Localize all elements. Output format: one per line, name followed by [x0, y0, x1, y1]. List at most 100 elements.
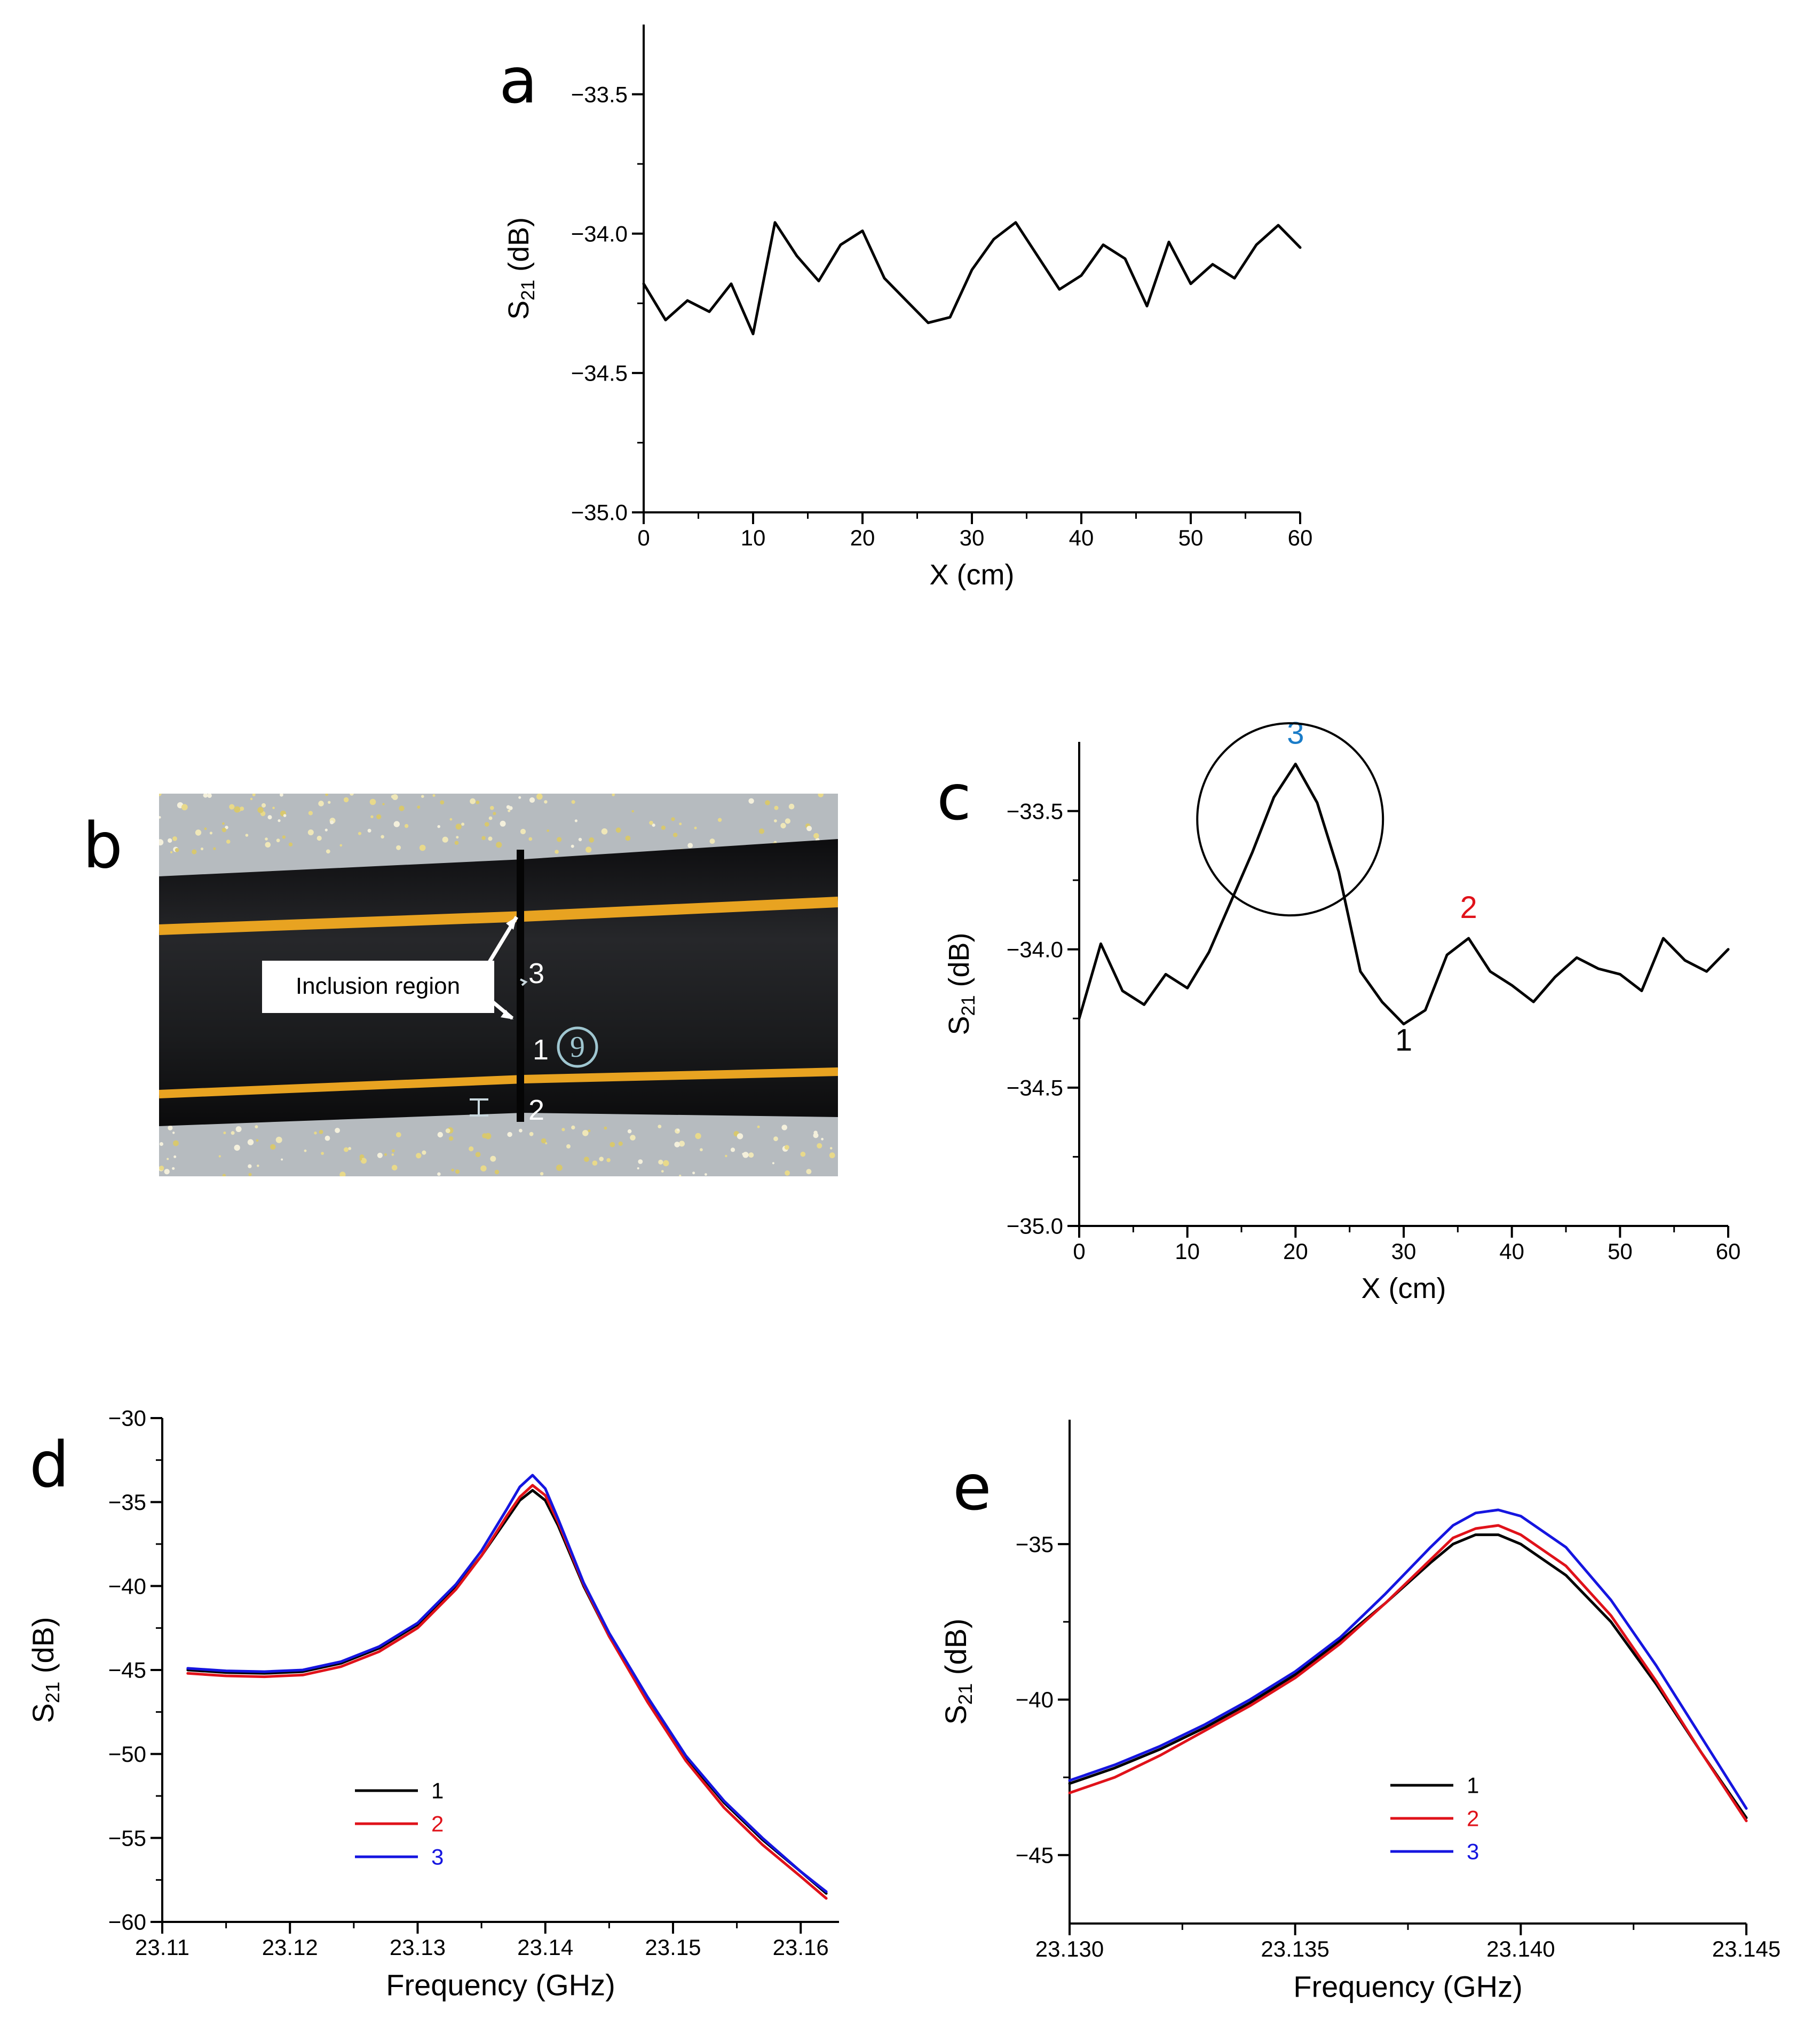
panel-letter-a: a — [499, 44, 537, 117]
speckle — [252, 794, 256, 796]
speckle — [709, 838, 715, 844]
speckle — [204, 827, 207, 830]
speckle — [416, 1153, 422, 1159]
e-y-axis-label: S21 (dB) — [939, 1618, 976, 1724]
speckle — [369, 798, 376, 805]
speckle — [200, 847, 204, 851]
speckle — [422, 1150, 426, 1155]
speckle — [490, 806, 494, 810]
speckle — [275, 1136, 282, 1143]
speckle — [396, 845, 401, 850]
speckle — [222, 822, 225, 825]
c-x-tick-label: 20 — [1283, 1239, 1308, 1264]
panel-letter-c: c — [937, 761, 971, 834]
speckle — [419, 844, 426, 851]
speckle — [545, 1142, 548, 1145]
speckle — [267, 815, 272, 820]
speckle — [234, 806, 241, 813]
panel-letter-e: e — [953, 1451, 992, 1524]
c-y-tick-label: −34.5 — [1007, 1075, 1063, 1101]
photo-mark-3: 3 — [528, 957, 544, 990]
speckle — [192, 849, 197, 854]
speckle — [536, 794, 543, 800]
speckle — [584, 1157, 589, 1162]
speckle — [308, 811, 313, 816]
c-highlight-ellipse — [1196, 722, 1384, 917]
speckle — [393, 821, 400, 827]
speckle — [748, 1152, 754, 1158]
e-x-axis-label: Frequency (GHz) — [1293, 1970, 1522, 2004]
speckle — [270, 1144, 276, 1150]
d-y-tick-label: −30 — [108, 1406, 146, 1431]
speckle — [482, 1133, 487, 1138]
speckle — [448, 1136, 454, 1141]
e-y-tick-label: −35 — [1016, 1532, 1054, 1557]
d-x-tick-label: 23.11 — [135, 1935, 189, 1960]
speckle — [637, 1167, 639, 1169]
speckle — [377, 1152, 383, 1158]
speckle — [784, 1145, 789, 1150]
chart-e: 23.130 23.135 23.140 23.145 −45 −40 −35 Frequen… — [939, 1420, 1781, 2004]
panel-letter-d: d — [29, 1428, 69, 1501]
speckle — [325, 828, 328, 832]
d-x-tick-label: 23.14 — [517, 1935, 573, 1960]
c-x-axis-label: X (cm) — [1362, 1272, 1446, 1304]
speckle — [818, 794, 824, 797]
e-series-line-3 — [1068, 1508, 1748, 1810]
speckle — [541, 1138, 547, 1144]
a-y-tick-label: −34.0 — [571, 221, 628, 246]
speckle — [671, 817, 675, 821]
speckle — [673, 833, 678, 837]
speckle — [679, 1174, 682, 1176]
d-y-axis-label: S21 (dB) — [26, 1617, 64, 1723]
speckle — [725, 1154, 727, 1158]
c-y-tick-label: −34.0 — [1007, 937, 1063, 962]
photo-mark-1: 1 — [533, 1034, 549, 1066]
e-x-tick-label: 23.130 — [1035, 1936, 1104, 1961]
chart-a: 0 10 20 30 40 50 60 −35.0 −34.5 −34.0 −33.5 X (cm) S… — [503, 25, 1312, 591]
c-x-tick-label: 0 — [1073, 1239, 1085, 1264]
speckle — [661, 1170, 664, 1173]
speckle — [442, 836, 448, 843]
speckle — [475, 1152, 481, 1158]
speckle — [348, 1147, 352, 1150]
speckle — [325, 1135, 330, 1141]
speckle — [469, 1146, 474, 1152]
speckle — [604, 1126, 607, 1130]
speckle — [343, 797, 349, 803]
c-x-tick-label: 30 — [1391, 1239, 1417, 1264]
speckle — [392, 1149, 395, 1153]
speckle — [207, 794, 212, 798]
speckle — [540, 1172, 544, 1176]
speckle — [280, 794, 283, 797]
speckle — [494, 1169, 500, 1175]
speckle — [508, 809, 511, 812]
speckle — [585, 846, 592, 853]
speckle — [649, 820, 653, 825]
e-y-tick-label: −40 — [1016, 1687, 1054, 1712]
speckle — [679, 822, 682, 826]
speckle — [247, 1139, 254, 1145]
speckle — [571, 844, 574, 848]
c-y-tick-label: −35.0 — [1007, 1214, 1063, 1239]
speckle — [421, 795, 424, 798]
speckle — [221, 827, 227, 833]
speckle — [476, 801, 480, 804]
speckle — [265, 837, 268, 841]
speckle — [225, 826, 228, 829]
d-series-line-3 — [186, 1474, 828, 1893]
speckle — [361, 1158, 367, 1164]
speckle — [314, 1131, 317, 1135]
c-x-tick-label: 10 — [1175, 1239, 1200, 1264]
speckle — [480, 1165, 487, 1172]
speckle — [358, 832, 362, 835]
speckle — [509, 806, 513, 810]
speckle — [599, 1157, 604, 1161]
speckle — [773, 1136, 778, 1142]
e-x-tick-label: 23.135 — [1261, 1936, 1329, 1961]
speckle — [615, 827, 621, 833]
a-series-line-0 — [642, 221, 1302, 336]
speckle — [658, 1125, 662, 1129]
speckle — [774, 819, 777, 822]
speckle — [566, 1144, 571, 1149]
